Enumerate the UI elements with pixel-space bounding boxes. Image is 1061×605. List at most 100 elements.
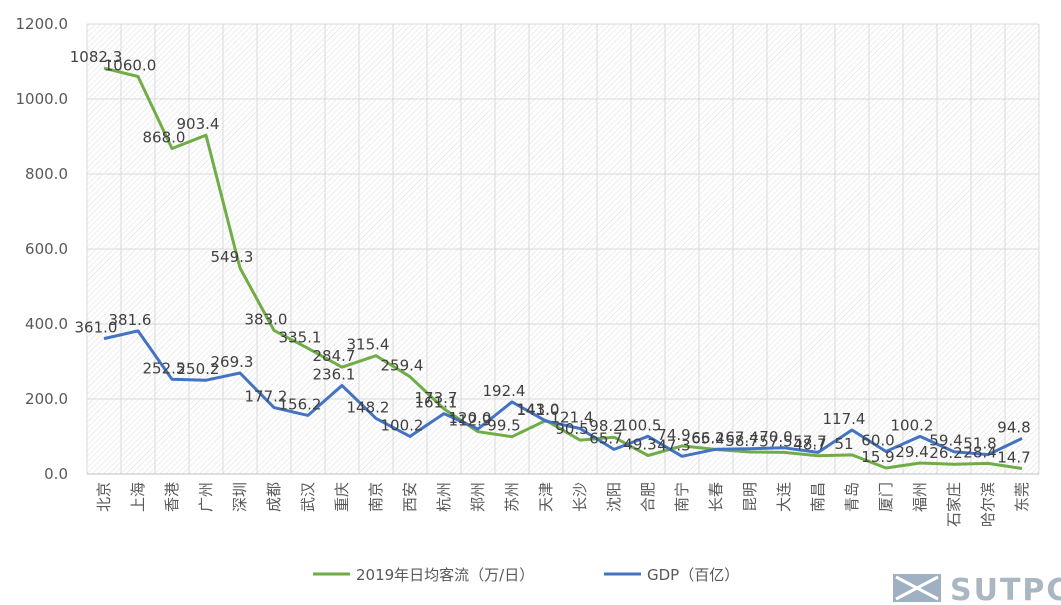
y-tick-label: 200.0 [25, 390, 68, 408]
x-tick-label: 重庆 [333, 482, 351, 512]
data-label: 177.2 [245, 388, 288, 406]
x-tick-label: 石家庄 [945, 482, 963, 527]
x-tick-label: 哈尔滨 [979, 482, 997, 527]
data-label: 90.5 [555, 420, 588, 438]
data-label: 47.3 [657, 436, 690, 454]
data-label: 66.2 [691, 429, 724, 447]
data-label: 284.7 [313, 347, 356, 365]
x-tick-label: 西安 [401, 482, 419, 512]
data-label: 70.0 [759, 428, 792, 446]
x-tick-label: 合肥 [639, 482, 657, 512]
x-axis: 北京 上海 香港 广州 深圳 成都 武汉 重庆 南京 西安 杭州 郑州 苏州 天津 长沙 沈阳 合肥 南宁 长春 昆明… [87, 473, 1039, 527]
x-tick-label: 苏州 [503, 482, 521, 512]
data-label: 58.7 [725, 432, 758, 450]
data-label: 250.2 [177, 360, 220, 378]
x-tick-label: 厦门 [877, 482, 895, 512]
data-label: 51 [834, 435, 853, 453]
data-label: 141.0 [517, 401, 560, 419]
data-label: 361.0 [75, 319, 118, 337]
data-label: 156.2 [279, 395, 322, 413]
data-label: 549.3 [211, 248, 254, 266]
series-line-2 [103, 329, 1023, 458]
data-label: 192.4 [483, 382, 526, 400]
data-label: 14.7 [997, 448, 1030, 466]
legend-label-series-2: GDP（百亿） [647, 566, 739, 584]
x-tick-label: 郑州 [469, 482, 487, 512]
data-label: 59.4 [929, 432, 962, 450]
data-label: 98.2 [589, 417, 622, 435]
x-tick-label: 昆明 [741, 482, 759, 512]
x-tick-label: 天津 [537, 482, 555, 512]
data-label: 29.4 [895, 443, 928, 461]
data-label: 143.0 [517, 400, 560, 418]
x-tick-label: 南京 [367, 482, 385, 512]
x-tick-label: 深圳 [231, 482, 249, 512]
x-tick-label: 长春 [707, 482, 725, 512]
data-label: 99.5 [487, 417, 520, 435]
x-tick-label: 北京 [95, 482, 113, 512]
data-label: 48.7 [793, 436, 826, 454]
data-label: 100.2 [381, 416, 424, 434]
y-axis: 0.0 200.0 400.0 600.0 800.0 1000.0 1200.0 [16, 15, 69, 483]
x-tick-label: 长沙 [571, 482, 589, 512]
x-tick-label: 青岛 [843, 482, 861, 512]
data-label: 120.0 [449, 409, 492, 427]
data-label: 74.9 [657, 426, 690, 444]
x-tick-label: 南宁 [673, 482, 691, 512]
x-tick-label: 杭州 [435, 482, 453, 512]
legend: 2019年日均客流（万/日） GDP（百亿） [313, 566, 739, 584]
data-label: 65.4 [691, 429, 724, 447]
data-label: 903.4 [177, 115, 220, 133]
data-label: 65.7 [589, 429, 622, 447]
x-tick-label: 福州 [911, 482, 929, 512]
legend-label-series-1: 2019年日均客流（万/日） [356, 566, 534, 584]
data-label: 100.2 [891, 416, 934, 434]
data-label: 51.8 [963, 435, 996, 453]
data-label: 57.5 [759, 432, 792, 450]
data-label: 252.5 [143, 359, 186, 377]
x-tick-label: 成都 [265, 482, 283, 512]
data-label: 259.4 [381, 357, 424, 375]
data-label: 868.0 [143, 129, 186, 147]
data-label: 148.2 [347, 398, 390, 416]
data-label: 112.9 [449, 412, 492, 430]
data-label: 173.7 [415, 389, 458, 407]
data-label: 1082.3 [70, 48, 123, 66]
data-label: 57.7 [793, 432, 826, 450]
x-tick-label: 南昌 [809, 482, 827, 512]
data-label: 60.0 [861, 432, 894, 450]
x-tick-label: 东莞 [1013, 482, 1031, 512]
data-label: 121.4 [551, 408, 594, 426]
gridlines [86, 23, 1040, 475]
data-label: 15.9 [861, 448, 894, 466]
data-label: 383.0 [245, 310, 288, 328]
series-lines [103, 66, 1023, 470]
data-label: 381.6 [109, 311, 152, 329]
y-tick-label: 1200.0 [16, 15, 69, 33]
watermark-text: SUTPC [950, 573, 1061, 605]
y-tick-label: 400.0 [25, 315, 68, 333]
x-tick-label: 香港 [163, 482, 181, 512]
data-label: 236.1 [313, 365, 356, 383]
data-label: 117.4 [823, 410, 866, 428]
y-tick-label: 1000.0 [16, 90, 69, 108]
data-label: 269.3 [211, 353, 254, 371]
y-tick-label: 800.0 [25, 165, 68, 183]
x-tick-label: 武汉 [299, 482, 317, 512]
watermark-logo: SUTPC [893, 573, 1061, 605]
series-line-1 [103, 66, 1023, 470]
data-label: 26.2 [929, 444, 962, 462]
data-label: 335.1 [279, 328, 322, 346]
y-tick-label: 0.0 [44, 465, 68, 483]
x-tick-label: 沈阳 [605, 482, 623, 512]
data-label: 94.8 [997, 418, 1030, 436]
x-tick-label: 上海 [129, 482, 147, 512]
data-label: 161.1 [415, 394, 458, 412]
data-label: 100.5 [619, 416, 662, 434]
x-tick-label: 广州 [197, 482, 215, 512]
data-label: 1060.0 [104, 57, 157, 75]
data-label: 49.3 [623, 436, 656, 454]
y-tick-label: 600.0 [25, 240, 68, 258]
